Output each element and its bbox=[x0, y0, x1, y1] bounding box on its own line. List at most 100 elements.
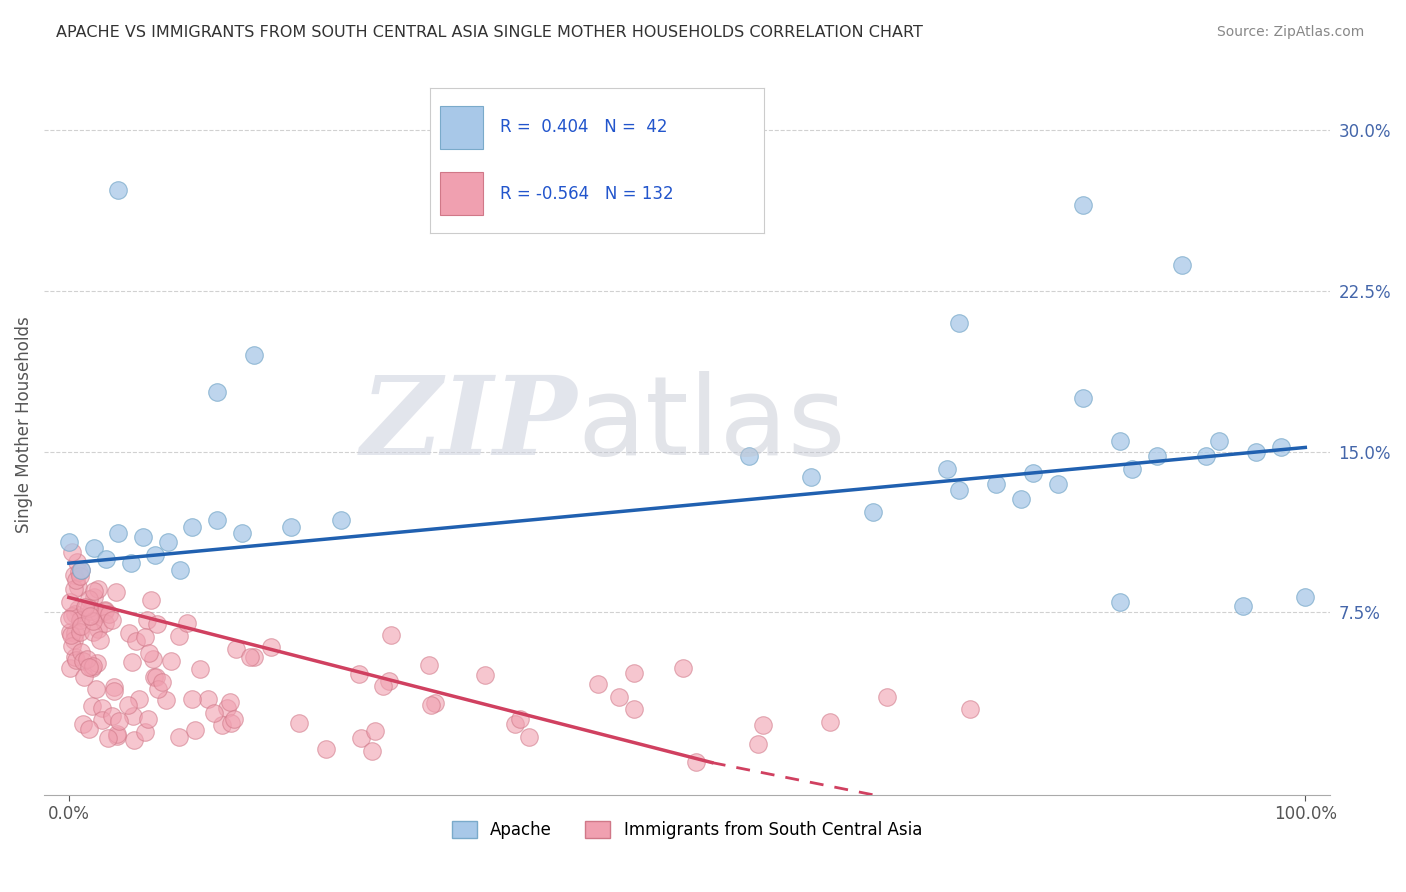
Y-axis label: Single Mother Households: Single Mother Households bbox=[15, 317, 32, 533]
Point bbox=[1071, 198, 1094, 212]
Point bbox=[205, 513, 228, 527]
Point bbox=[89, 633, 111, 648]
Point bbox=[329, 513, 352, 527]
Point bbox=[117, 698, 139, 712]
Point bbox=[69, 613, 91, 627]
Point bbox=[97, 607, 120, 622]
Point bbox=[70, 645, 93, 659]
Point bbox=[176, 616, 198, 631]
Point bbox=[671, 661, 693, 675]
Point bbox=[62, 633, 84, 648]
Point bbox=[752, 718, 775, 732]
Point bbox=[101, 613, 124, 627]
Point bbox=[94, 552, 117, 566]
Point bbox=[121, 709, 143, 723]
Point bbox=[180, 691, 202, 706]
Point bbox=[125, 634, 148, 648]
Point bbox=[72, 717, 94, 731]
Point bbox=[738, 449, 761, 463]
Point bbox=[82, 624, 104, 639]
Point bbox=[69, 618, 91, 632]
Point bbox=[169, 730, 191, 744]
Point bbox=[1121, 462, 1143, 476]
Point bbox=[1022, 466, 1045, 480]
Point bbox=[1047, 476, 1070, 491]
Point bbox=[202, 706, 225, 721]
Point bbox=[66, 555, 89, 569]
Point bbox=[1208, 434, 1230, 448]
Point bbox=[101, 709, 124, 723]
Point bbox=[280, 520, 302, 534]
Point bbox=[82, 659, 104, 673]
Point bbox=[139, 593, 162, 607]
Point bbox=[86, 656, 108, 670]
Point bbox=[58, 612, 80, 626]
Point bbox=[128, 691, 150, 706]
Point bbox=[623, 702, 645, 716]
Point bbox=[72, 654, 94, 668]
Point bbox=[156, 534, 179, 549]
Point bbox=[103, 680, 125, 694]
Point bbox=[91, 713, 114, 727]
Point bbox=[83, 584, 105, 599]
Point bbox=[77, 723, 100, 737]
Point bbox=[60, 639, 83, 653]
Point bbox=[87, 607, 110, 621]
Point bbox=[83, 541, 105, 556]
Point bbox=[350, 731, 373, 746]
Point bbox=[378, 673, 401, 688]
Point bbox=[219, 695, 242, 709]
Point bbox=[134, 724, 156, 739]
Point bbox=[360, 744, 382, 758]
Point bbox=[63, 568, 86, 582]
Point bbox=[1294, 591, 1316, 605]
Point bbox=[503, 716, 526, 731]
Point bbox=[77, 660, 100, 674]
Point bbox=[986, 476, 1008, 491]
Point bbox=[418, 657, 440, 672]
Point bbox=[155, 693, 177, 707]
Point bbox=[77, 592, 100, 607]
Point bbox=[65, 573, 87, 587]
Point bbox=[315, 742, 337, 756]
Point bbox=[59, 660, 82, 674]
Point bbox=[70, 563, 93, 577]
Point bbox=[80, 698, 103, 713]
Point bbox=[65, 649, 87, 664]
Point bbox=[93, 615, 115, 630]
Point bbox=[83, 591, 105, 605]
Point bbox=[371, 679, 394, 693]
Text: Source: ZipAtlas.com: Source: ZipAtlas.com bbox=[1216, 25, 1364, 39]
Text: atlas: atlas bbox=[578, 371, 846, 478]
Point bbox=[169, 563, 191, 577]
Point bbox=[138, 646, 160, 660]
Point bbox=[517, 730, 540, 744]
Point bbox=[948, 483, 970, 498]
Point bbox=[118, 626, 141, 640]
Point bbox=[69, 569, 91, 583]
Point bbox=[747, 737, 769, 751]
Point bbox=[420, 698, 443, 713]
Point bbox=[135, 613, 157, 627]
Point bbox=[224, 713, 246, 727]
Point bbox=[380, 628, 402, 642]
Point bbox=[107, 526, 129, 541]
Text: ZIP: ZIP bbox=[361, 371, 578, 479]
Point bbox=[104, 585, 127, 599]
Point bbox=[80, 661, 103, 675]
Point bbox=[146, 616, 169, 631]
Point bbox=[97, 731, 120, 745]
Point bbox=[103, 684, 125, 698]
Point bbox=[79, 609, 101, 624]
Point bbox=[145, 548, 167, 562]
Point bbox=[73, 600, 96, 615]
Point bbox=[82, 614, 104, 628]
Point bbox=[91, 701, 114, 715]
Point bbox=[935, 462, 957, 476]
Point bbox=[205, 384, 228, 399]
Point bbox=[1232, 599, 1254, 613]
Point bbox=[1071, 391, 1094, 405]
Point bbox=[862, 505, 884, 519]
Point bbox=[1108, 595, 1130, 609]
Point bbox=[63, 607, 86, 621]
